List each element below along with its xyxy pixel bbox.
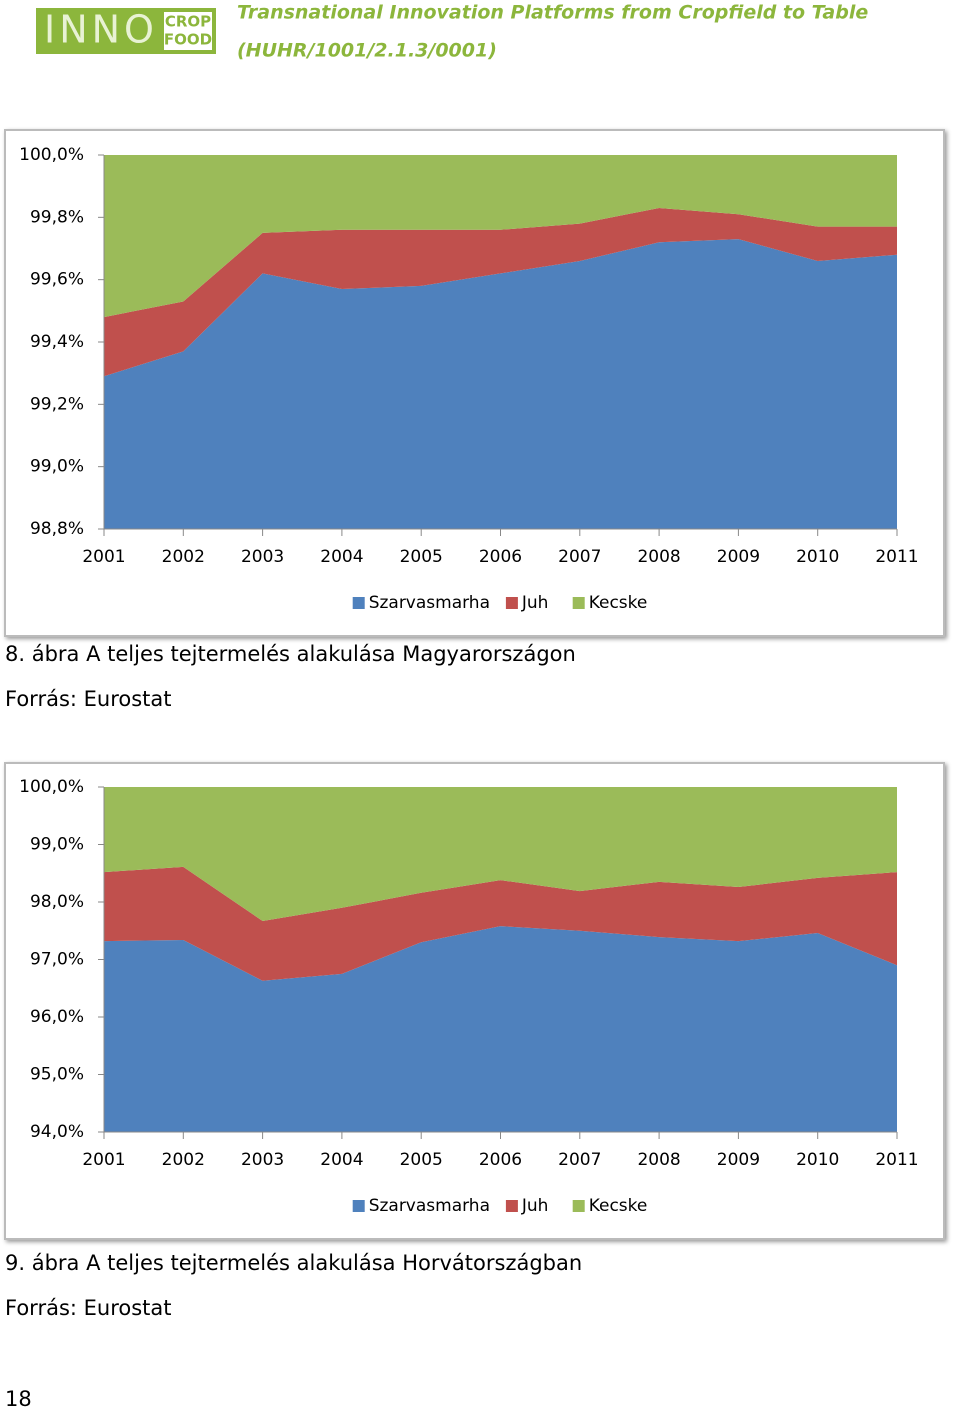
legend-label: Juh bbox=[521, 1196, 549, 1216]
x-tick-label: 2005 bbox=[400, 1150, 443, 1170]
x-tick-label: 2002 bbox=[162, 547, 205, 567]
x-tick-label: 2001 bbox=[82, 547, 125, 567]
legend-label: Szarvasmarha bbox=[369, 1196, 490, 1216]
header-code: (HUHR/1001/2.1.3/0001) bbox=[237, 40, 497, 62]
x-tick-label: 2007 bbox=[558, 1150, 601, 1170]
caption: 8. ábra A teljes tejtermelés alakulása M… bbox=[5, 642, 576, 666]
y-tick-label: 96,0% bbox=[30, 1007, 84, 1027]
area bbox=[104, 926, 897, 1132]
y-tick-label: 98,8% bbox=[30, 519, 84, 539]
y-tick-label: 99,0% bbox=[30, 457, 84, 477]
x-tick-label: 2005 bbox=[400, 547, 443, 567]
x-tick-label: 2010 bbox=[796, 1150, 839, 1170]
x-tick-label: 2003 bbox=[241, 547, 284, 567]
x-tick-label: 2006 bbox=[479, 547, 522, 567]
y-tick-label: 100,0% bbox=[19, 777, 84, 797]
y-tick-label: 99,6% bbox=[30, 270, 84, 290]
x-tick-label: 2006 bbox=[479, 1150, 522, 1170]
legend-label: Kecske bbox=[589, 1196, 648, 1216]
legend-swatch bbox=[352, 597, 365, 609]
legend-swatch bbox=[505, 597, 518, 609]
x-tick-label: 2008 bbox=[637, 547, 680, 567]
source: Forrás: Eurostat bbox=[5, 687, 172, 711]
caption: 9. ábra A teljes tejtermelés alakulása H… bbox=[5, 1251, 582, 1275]
x-tick-label: 2009 bbox=[717, 1150, 760, 1170]
x-tick-label: 2011 bbox=[875, 547, 918, 567]
legend-label: Szarvasmarha bbox=[369, 593, 490, 613]
area bbox=[104, 239, 897, 529]
source: Forrás: Eurostat bbox=[5, 1296, 172, 1320]
y-tick-label: 95,0% bbox=[30, 1065, 84, 1085]
x-tick-label: 2008 bbox=[637, 1150, 680, 1170]
legend-swatch bbox=[572, 1200, 585, 1212]
area bbox=[104, 787, 897, 921]
y-tick-label: 99,2% bbox=[30, 394, 84, 414]
logo-bottom: FOOD bbox=[164, 31, 212, 49]
y-tick-label: 94,0% bbox=[30, 1122, 84, 1142]
x-tick-label: 2001 bbox=[82, 1150, 125, 1170]
logo-top: CROP bbox=[165, 13, 211, 31]
legend-swatch bbox=[572, 597, 585, 609]
x-tick-label: 2007 bbox=[558, 547, 601, 567]
y-tick-label: 100,0% bbox=[19, 145, 84, 165]
x-tick-label: 2002 bbox=[162, 1150, 205, 1170]
y-tick-label: 97,0% bbox=[30, 950, 84, 970]
x-tick-label: 2004 bbox=[320, 1150, 363, 1170]
area bbox=[104, 155, 897, 318]
legend-swatch bbox=[505, 1200, 518, 1212]
legend-label: Kecske bbox=[589, 593, 648, 613]
x-tick-label: 2004 bbox=[320, 547, 363, 567]
x-tick-label: 2009 bbox=[717, 547, 760, 567]
area bbox=[104, 207, 897, 377]
header-title: Transnational Innovation Platforms from … bbox=[237, 2, 868, 24]
legend-label: Juh bbox=[521, 593, 549, 613]
x-tick-label: 2003 bbox=[241, 1150, 284, 1170]
x-tick-label: 2010 bbox=[796, 547, 839, 567]
legend-swatch bbox=[352, 1200, 365, 1212]
y-tick-label: 99,8% bbox=[30, 207, 84, 227]
page-number: 18 bbox=[5, 1387, 32, 1411]
logo-box bbox=[164, 12, 212, 50]
area bbox=[104, 866, 897, 981]
y-tick-label: 98,0% bbox=[30, 892, 84, 912]
y-tick-label: 99,0% bbox=[30, 835, 84, 855]
x-tick-label: 2011 bbox=[875, 1150, 918, 1170]
y-tick-label: 99,4% bbox=[30, 332, 84, 352]
logo-main: INNO bbox=[44, 8, 158, 52]
